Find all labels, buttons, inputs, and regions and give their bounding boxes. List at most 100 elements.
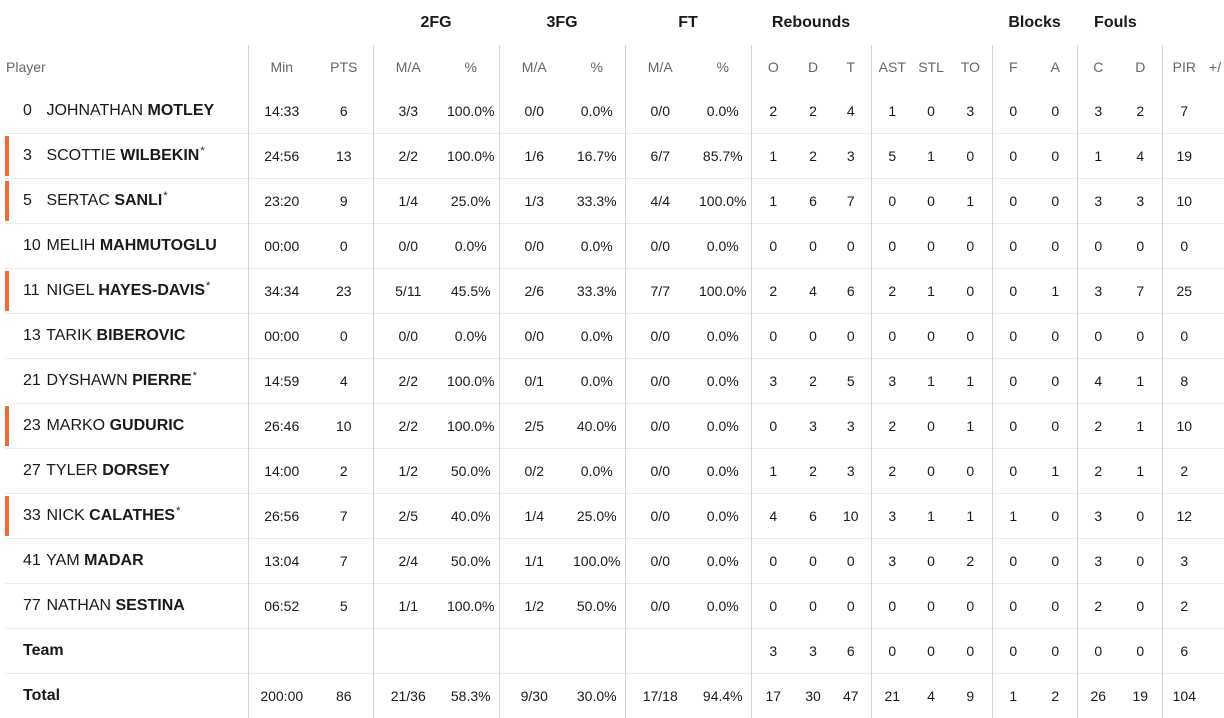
player-cell[interactable]: 41 YAM MADAR (5, 539, 248, 584)
stat-ft-ma: 0/0 (625, 89, 695, 134)
player-cell[interactable]: 27 TYLER DORSEY (5, 449, 248, 494)
col-reb-d[interactable]: D (795, 45, 831, 89)
stat-reb-o: 3 (751, 629, 795, 674)
col-3fg-pct[interactable]: % (569, 45, 625, 89)
col-2fg-pct[interactable]: % (443, 45, 499, 89)
col-stl[interactable]: STL (913, 45, 949, 89)
col-3fg-ma[interactable]: M/A (499, 45, 569, 89)
player-last-name[interactable]: MADAR (84, 552, 144, 569)
stat-blk-f: 0 (992, 449, 1034, 494)
col-min[interactable]: Min (248, 45, 315, 89)
col-player[interactable]: Player (5, 45, 248, 89)
stat-min: 13:04 (248, 539, 315, 584)
col-pts[interactable]: PTS (315, 45, 373, 89)
stat-foul-d: 1 (1119, 359, 1162, 404)
player-number: 10 (23, 237, 42, 255)
stat-ft-pct: 85.7% (695, 134, 751, 179)
group-header-row: 2FG 3FG FT Rebounds Blocks Fouls (5, 0, 1224, 45)
stat-ast: 2 (871, 269, 913, 314)
player-last-name[interactable]: MAHMUTOGLU (100, 237, 217, 254)
col-foul-d[interactable]: D (1119, 45, 1162, 89)
stat-to: 0 (949, 449, 992, 494)
stat-foul-d: 4 (1119, 134, 1162, 179)
player-last-name[interactable]: GUDURIC (110, 417, 185, 434)
stat-ft-pct: 100.0% (695, 179, 751, 224)
col-reb-o[interactable]: O (751, 45, 795, 89)
col-ft-ma[interactable]: M/A (625, 45, 695, 89)
stat-fg3-ma: 0/2 (499, 449, 569, 494)
player-cell[interactable]: 11 NIGEL HAYES-DAVIS* (5, 269, 248, 314)
stat-fg2-pct: 50.0% (443, 449, 499, 494)
stat-stl: 0 (913, 179, 949, 224)
stat-ft-ma: 6/7 (625, 134, 695, 179)
player-last-name[interactable]: WILBEKIN (120, 147, 199, 164)
col-ast[interactable]: AST (871, 45, 913, 89)
player-last-name[interactable]: MOTLEY (148, 102, 215, 119)
player-last-name[interactable]: SESTINA (116, 597, 185, 614)
player-first-name: SCOTTIE (46, 147, 115, 164)
stat-fg2-ma: 2/5 (373, 494, 443, 539)
col-pir[interactable]: PIR (1162, 45, 1206, 89)
player-last-name[interactable]: SANLI (114, 192, 162, 209)
stat-reb-d: 6 (795, 179, 831, 224)
stat-pts: 0 (315, 314, 373, 359)
player-cell[interactable]: 21 DYSHAWN PIERRE* (5, 359, 248, 404)
player-cell[interactable]: 77 NATHAN SESTINA (5, 584, 248, 629)
player-last-name[interactable]: HAYES-DAVIS (98, 282, 205, 299)
stat-ft-pct: 0.0% (695, 539, 751, 584)
stat-min: 200:00 (248, 674, 315, 718)
col-to[interactable]: TO (949, 45, 992, 89)
player-cell[interactable]: 0 JOHNATHAN MOTLEY (5, 89, 248, 134)
stat-fg2-pct: 100.0% (443, 89, 499, 134)
player-cell[interactable]: 23 MARKO GUDURIC (5, 404, 248, 449)
player-cell[interactable]: 10 MELIH MAHMUTOGLU (5, 224, 248, 269)
stat-pir: 6 (1162, 629, 1206, 674)
stat-min: 34:34 (248, 269, 315, 314)
stat-blk-a: 1 (1034, 269, 1077, 314)
stat-to: 0 (949, 134, 992, 179)
stat-foul-c: 3 (1077, 89, 1119, 134)
player-last-name[interactable]: BIBEROVIC (97, 327, 186, 344)
stat-blk-a: 0 (1034, 134, 1077, 179)
player-last-name[interactable]: CALATHES (89, 507, 175, 524)
stat-fg2-pct: 58.3% (443, 674, 499, 718)
player-cell[interactable]: 13 TARIK BIBEROVIC (5, 314, 248, 359)
col-ft-pct[interactable]: % (695, 45, 751, 89)
stat-to: 0 (949, 314, 992, 359)
player-cell[interactable]: 3 SCOTTIE WILBEKIN* (5, 134, 248, 179)
stat-to: 2 (949, 539, 992, 584)
stat-fg2-ma: 2/4 (373, 539, 443, 584)
col-plus-minus[interactable]: +/ (1206, 45, 1224, 89)
col-2fg-ma[interactable]: M/A (373, 45, 443, 89)
box-score-table: 2FG 3FG FT Rebounds Blocks Fouls Player … (5, 0, 1224, 718)
player-cell[interactable]: 33 NICK CALATHES* (5, 494, 248, 539)
col-blk-f[interactable]: F (992, 45, 1034, 89)
stat-reb-t: 3 (831, 134, 871, 179)
stat-ft-ma: 7/7 (625, 269, 695, 314)
stat-reb-d: 30 (795, 674, 831, 718)
col-blk-a[interactable]: A (1034, 45, 1077, 89)
col-reb-t[interactable]: T (831, 45, 871, 89)
stat-foul-d: 2 (1119, 89, 1162, 134)
stat-fg2-pct: 0.0% (443, 224, 499, 269)
player-cell[interactable]: 5 SERTAC SANLI* (5, 179, 248, 224)
col-foul-c[interactable]: C (1077, 45, 1119, 89)
player-last-name[interactable]: DORSEY (102, 462, 170, 479)
stat-pir: 7 (1162, 89, 1206, 134)
player-last-name[interactable]: PIERRE (132, 372, 192, 389)
stat-reb-o: 1 (751, 449, 795, 494)
stat-reb-t: 0 (831, 314, 871, 359)
stat-ft-pct: 0.0% (695, 314, 751, 359)
